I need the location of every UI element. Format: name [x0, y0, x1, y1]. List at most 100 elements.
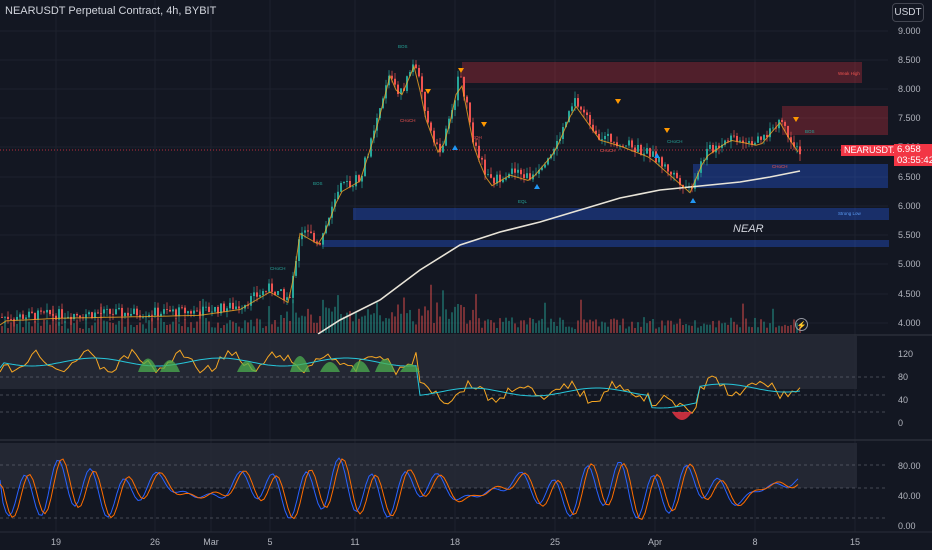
candle-body: [307, 230, 309, 232]
candle-body: [730, 135, 732, 142]
volume-bar: [517, 327, 519, 333]
time-tick-label: 15: [850, 537, 860, 547]
volume-bar: [526, 324, 528, 333]
volume-bar: [742, 303, 744, 333]
candle-body: [442, 145, 444, 153]
volume-bar: [460, 304, 462, 333]
volume-bar: [772, 308, 774, 333]
volume-bar: [388, 318, 390, 333]
volume-bar: [730, 317, 732, 333]
volume-bar: [778, 325, 780, 333]
volume-bar: [415, 324, 417, 333]
volume-bar: [70, 318, 72, 333]
volume-bar: [16, 323, 18, 333]
volume-bar: [496, 327, 498, 333]
volume-bar: [478, 318, 480, 333]
volume-bar: [754, 317, 756, 333]
buy-marker: [534, 184, 540, 189]
volume-bar: [73, 323, 75, 333]
stoch-pane: [0, 443, 888, 521]
candle-body: [712, 145, 714, 153]
volume-bar: [691, 325, 693, 333]
volume-bar: [601, 321, 603, 333]
volume-bar: [724, 322, 726, 333]
volume-bar: [340, 313, 342, 333]
volume-bar: [211, 327, 213, 333]
volume-bar: [55, 323, 57, 333]
volume-bar: [337, 295, 339, 333]
volume-bar: [781, 326, 783, 333]
candle-body: [4, 316, 6, 318]
candle-body: [49, 309, 51, 315]
volume-bar: [301, 315, 303, 333]
volume-bar: [508, 320, 510, 333]
demand-zone-3: [322, 240, 889, 247]
candle-body: [763, 134, 765, 140]
candle-body: [754, 142, 756, 145]
candle-body: [583, 109, 585, 113]
currency-button[interactable]: USDT: [892, 3, 924, 22]
candle-body: [205, 306, 207, 308]
time-tick-label: Mar: [203, 537, 219, 547]
zones: [0, 62, 889, 247]
volume-bar: [286, 311, 288, 333]
volume-bar: [505, 317, 507, 333]
volume-bar: [448, 318, 450, 333]
candle-body: [784, 122, 786, 126]
rsi-axis: 120 80 40 0: [898, 349, 913, 428]
candle-body: [670, 171, 672, 175]
volume-bar: [283, 317, 285, 333]
volume-bar: [379, 315, 381, 333]
candle-body: [391, 75, 393, 79]
candle-body: [496, 174, 498, 184]
volume-bar: [262, 327, 264, 333]
volume-bar: [769, 323, 771, 333]
candle-body: [709, 145, 711, 149]
volume-bar: [34, 320, 36, 333]
candle-body: [214, 306, 216, 312]
candle-body: [604, 135, 606, 140]
volume-bar: [145, 328, 147, 333]
volume-bar: [547, 327, 549, 333]
volume-bar: [721, 323, 723, 333]
candle-body: [13, 319, 15, 321]
candle-body: [481, 157, 483, 160]
volume-bar: [421, 315, 423, 333]
volume-bar: [325, 307, 327, 333]
volume-bar: [616, 319, 618, 333]
candle-body: [313, 232, 315, 242]
candle-body: [25, 317, 27, 319]
volume-bar: [64, 321, 66, 333]
volume-bar: [607, 326, 609, 333]
candle-body: [505, 178, 507, 180]
candle-body: [601, 139, 603, 140]
price-axis[interactable]: 9.0008.5008.0007.5007.0006.5006.0005.500…: [898, 26, 921, 328]
volume-bar: [58, 321, 60, 333]
candle-body: [373, 130, 375, 139]
volume-bar: [304, 316, 306, 333]
volume-bar: [442, 290, 444, 333]
volume-bar: [574, 328, 576, 333]
candle-body: [349, 180, 351, 188]
volume-bar: [775, 327, 777, 333]
volume-bar: [397, 304, 399, 333]
volume-bar: [583, 319, 585, 333]
candle-body: [424, 91, 426, 111]
volume-bar: [166, 324, 168, 333]
volume-bar: [277, 326, 279, 333]
rsi-overbought-fill: [290, 356, 310, 372]
volume-bar: [136, 325, 138, 333]
bos-label-2: BOS: [313, 181, 323, 186]
rsi-tick-label: 80: [898, 372, 908, 382]
volume-bar: [322, 299, 324, 333]
lightning-icon[interactable]: ⚡: [795, 318, 808, 331]
stoch-band: [0, 443, 857, 488]
candle-body: [478, 145, 480, 158]
time-axis[interactable]: 19 26 Mar 5 11 18 25 Apr 8 15: [51, 537, 860, 547]
candle-body: [115, 309, 117, 315]
candle-body: [469, 102, 471, 123]
volume-bar: [652, 318, 654, 333]
volume-bar: [553, 321, 555, 333]
stoch-axis: 80.00 40.00 0.00: [898, 461, 921, 531]
